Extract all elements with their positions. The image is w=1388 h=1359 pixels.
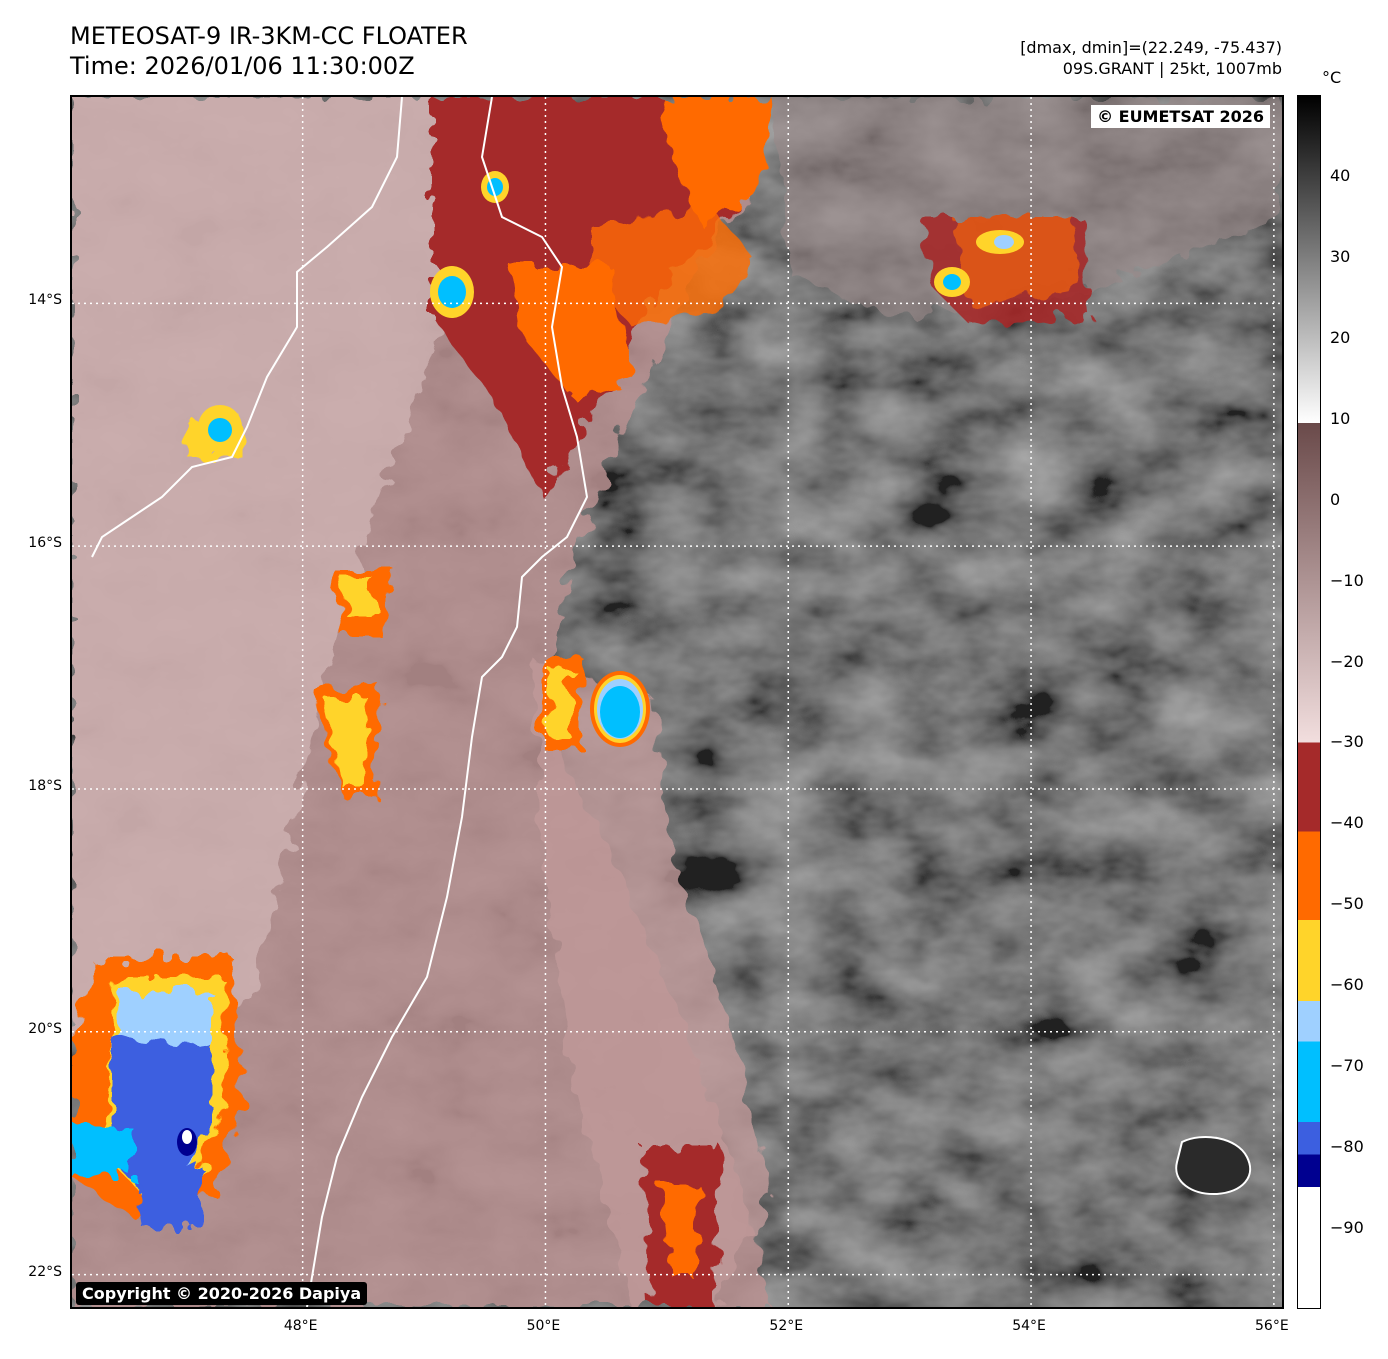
- lat-label: 14°S: [28, 292, 62, 309]
- lat-label: 20°S: [28, 1020, 62, 1037]
- colorbar-tick-label: 20: [1330, 327, 1351, 347]
- cloud-band-east: [532, 657, 772, 1307]
- lon-label: 56°E: [1255, 1318, 1289, 1334]
- cold-top-sw-blue-2: [132, 1167, 202, 1227]
- cold-top-orange-north: [662, 97, 772, 227]
- cell-west-core: [208, 418, 232, 442]
- colorbar-tick-label: 40: [1330, 165, 1351, 185]
- cell-ne-1-core: [943, 274, 961, 290]
- colorbar-tick-label: −80: [1330, 1137, 1364, 1157]
- cold-top-w2-yellow: [322, 697, 367, 787]
- storm-core-cyan: [600, 686, 640, 738]
- cold-top-sw-cyan: [72, 1127, 132, 1177]
- colorbar-tick-label: −10: [1330, 570, 1364, 590]
- lat-label: 18°S: [28, 777, 62, 794]
- colorbar-tick-label: 10: [1330, 408, 1351, 428]
- cell-north-1-core: [438, 276, 466, 308]
- map-canvas: [72, 97, 1282, 1307]
- coastline: [91, 97, 589, 1307]
- lon-label: 48°E: [283, 1318, 318, 1334]
- reunion-island: [1175, 1136, 1252, 1196]
- cell-ne-2-core: [994, 235, 1014, 249]
- cloud-fields: [72, 97, 1282, 1307]
- satellite-map: © EUMETSAT 2026 Copyright © 2020-2026 Da…: [70, 95, 1284, 1309]
- lat-label: 22°S: [28, 1263, 62, 1280]
- cold-top-west-yellow: [342, 577, 372, 617]
- chart-time: Time: 2026/01/06 11:30:00Z: [70, 52, 415, 80]
- colorbar-tick-label: −50: [1330, 894, 1364, 914]
- colorbar-tick-label: 0: [1330, 489, 1341, 509]
- dapiya-copyright: Copyright © 2020-2026 Dapiya: [76, 1282, 368, 1305]
- lat-label: 16°S: [28, 535, 62, 552]
- colorbar-tick-label: −30: [1330, 732, 1364, 752]
- storm-info: 09S.GRANT | 25kt, 1007mb: [1062, 59, 1282, 78]
- eumetsat-copyright: © EUMETSAT 2026: [1091, 105, 1270, 128]
- colorbar-tick-label: −20: [1330, 651, 1364, 671]
- cloud-region-north: [772, 97, 1282, 317]
- cold-top-south-orange: [662, 1187, 702, 1277]
- lon-label: 52°E: [769, 1318, 804, 1334]
- colorbar-tick-label: −70: [1330, 1056, 1364, 1076]
- lon-label: 54°E: [1012, 1318, 1046, 1334]
- colorbar-tick-label: −60: [1330, 975, 1364, 995]
- cold-top-orange-2: [512, 267, 632, 397]
- colorbar: [1297, 95, 1321, 1309]
- cold-top-east-1-yellow: [547, 667, 572, 737]
- colorbar-unit: °C: [1322, 68, 1342, 87]
- data-range: [dmax, dmin]=(22.249, -75.437): [1020, 38, 1282, 57]
- colorbar-tick-label: −40: [1330, 813, 1364, 833]
- cloud-region-highland: [72, 97, 492, 1097]
- colorbar-tick-label: 30: [1330, 246, 1351, 266]
- chart-title: METEOSAT-9 IR-3KM-CC FLOATER: [70, 22, 468, 50]
- colorbar-tick-label: −90: [1330, 1218, 1364, 1238]
- lon-label: 50°E: [526, 1318, 561, 1334]
- cold-top-orange-3: [592, 207, 752, 327]
- map-gridlines: [72, 97, 1282, 1307]
- cell-sw-white: [182, 1130, 192, 1144]
